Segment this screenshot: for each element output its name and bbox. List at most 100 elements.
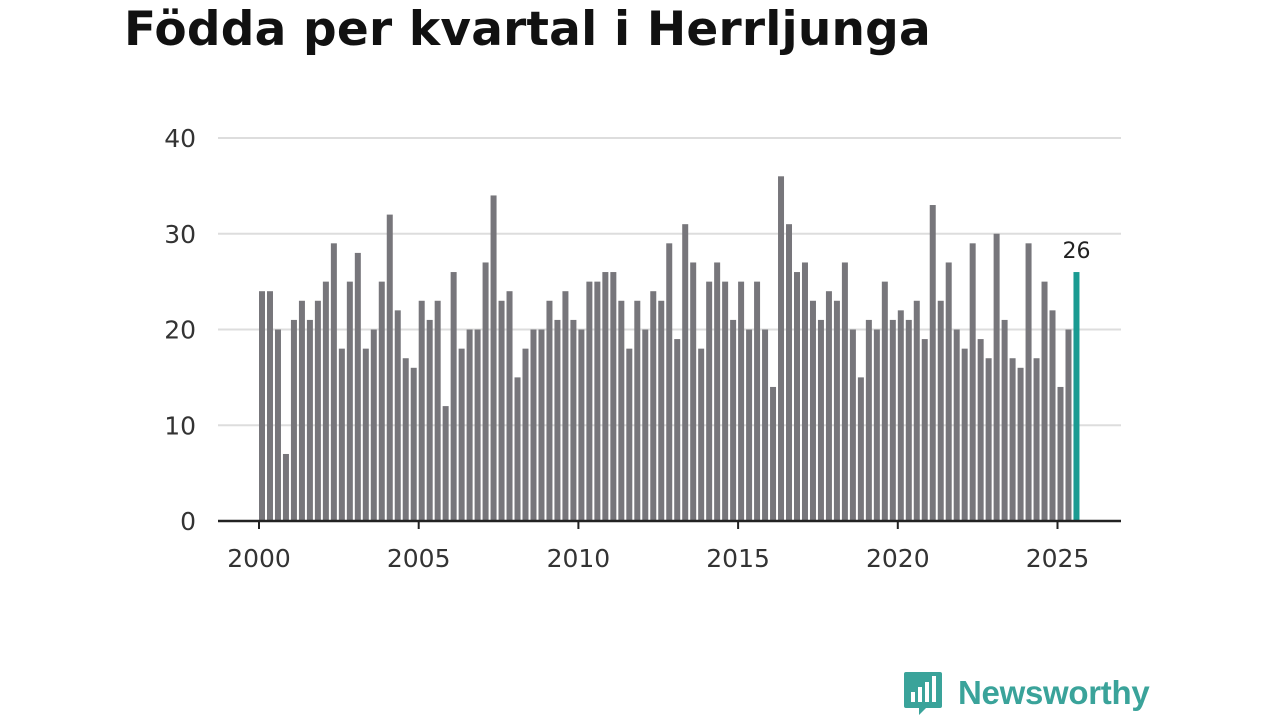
bar <box>778 176 785 522</box>
brand-logo: Newsworthy <box>902 670 1150 716</box>
y-tick-label: 40 <box>164 124 196 153</box>
bar <box>833 300 840 521</box>
x-tick-label: 2025 <box>1026 544 1090 573</box>
y-tick-label: 10 <box>164 411 196 440</box>
bar <box>322 281 329 522</box>
bar <box>1009 358 1016 521</box>
bar <box>282 453 289 521</box>
bar <box>1017 367 1024 521</box>
bars: 26 <box>259 176 1090 522</box>
bar <box>618 300 625 521</box>
bar <box>897 310 904 521</box>
bar <box>466 329 473 521</box>
bar <box>857 377 864 522</box>
y-tick-label: 20 <box>164 316 196 345</box>
bar <box>266 291 273 521</box>
bar <box>945 262 952 521</box>
newsworthy-logo-icon <box>904 672 942 715</box>
bar <box>458 348 465 521</box>
bar <box>450 272 457 521</box>
bar <box>985 358 992 521</box>
bar <box>690 262 697 521</box>
bar <box>410 367 417 521</box>
bar <box>1041 281 1048 522</box>
bar <box>873 329 880 521</box>
bar <box>1025 243 1032 521</box>
bar <box>706 281 713 522</box>
bar <box>881 281 888 522</box>
bar <box>905 319 912 521</box>
bar <box>642 329 649 521</box>
bar <box>602 272 609 521</box>
bar <box>290 319 297 521</box>
bar <box>650 291 657 521</box>
bar <box>394 310 401 521</box>
bar <box>370 329 377 521</box>
bar <box>386 214 393 521</box>
x-tick-label: 2010 <box>547 544 611 573</box>
bar <box>338 348 345 521</box>
bar <box>426 319 433 521</box>
bar <box>794 272 800 521</box>
bar <box>953 329 960 521</box>
bar <box>865 319 872 521</box>
bar <box>770 386 777 521</box>
bar <box>809 300 816 521</box>
bar <box>841 262 848 521</box>
bar <box>666 243 673 521</box>
bar <box>378 281 385 522</box>
bar <box>921 339 928 521</box>
y-tick-label: 30 <box>164 220 196 249</box>
bar <box>825 291 832 521</box>
bar <box>929 205 936 521</box>
bar <box>634 300 641 521</box>
bar <box>698 348 705 521</box>
bar <box>937 300 944 521</box>
bar <box>274 329 281 521</box>
bar <box>1033 358 1040 521</box>
bar <box>362 348 369 521</box>
bar <box>658 300 665 521</box>
x-tick-label: 2005 <box>387 544 451 573</box>
bar <box>570 319 577 521</box>
x-tick-label: 2015 <box>706 544 770 573</box>
bar <box>746 329 753 521</box>
bar <box>889 319 896 521</box>
bar <box>786 224 793 521</box>
bar <box>594 281 601 522</box>
bar <box>578 329 585 521</box>
bar <box>306 319 313 521</box>
bar <box>817 319 824 521</box>
bar <box>498 300 505 521</box>
bar <box>442 406 449 521</box>
bar <box>849 329 856 521</box>
bar <box>969 243 976 521</box>
bar <box>298 300 305 521</box>
bar <box>1057 386 1064 521</box>
bar <box>418 300 425 521</box>
bar <box>610 272 617 521</box>
bar <box>354 252 361 521</box>
bar <box>434 300 441 521</box>
bar <box>977 339 984 521</box>
bar <box>1049 310 1056 521</box>
bar <box>961 348 968 521</box>
chart-title: Födda per kvartal i Herrljunga <box>124 2 931 57</box>
bar <box>546 300 553 521</box>
x-tick-label: 2000 <box>227 544 291 573</box>
bar <box>626 348 633 521</box>
bar <box>586 281 593 522</box>
bar <box>1001 319 1008 521</box>
bar <box>682 224 689 521</box>
bar <box>259 291 265 521</box>
bar <box>538 329 545 521</box>
bar <box>522 348 529 521</box>
bar <box>474 329 481 521</box>
bar <box>490 195 497 521</box>
bar <box>314 300 321 521</box>
bar <box>506 291 513 521</box>
y-tick-label: 0 <box>180 507 196 536</box>
bar-highlight <box>1073 272 1080 521</box>
bar <box>762 329 769 521</box>
